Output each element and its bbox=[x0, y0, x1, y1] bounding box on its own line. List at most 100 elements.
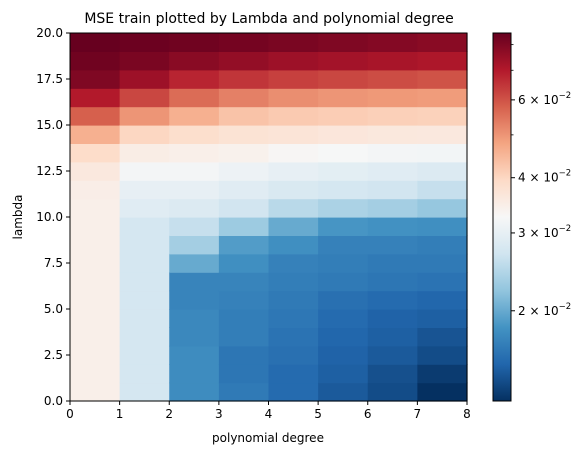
heatmap-cell bbox=[218, 198, 270, 218]
heatmap-cell bbox=[318, 309, 369, 328]
heatmap-cell bbox=[218, 309, 270, 328]
heatmap-cell bbox=[367, 180, 418, 200]
heatmap-cell bbox=[367, 161, 418, 181]
heatmap-cell bbox=[218, 345, 270, 365]
heatmap-cell bbox=[268, 382, 319, 402]
heatmap-cell bbox=[268, 235, 319, 255]
heatmap-cell bbox=[119, 253, 170, 273]
heatmap-cell bbox=[119, 327, 170, 347]
y-axis-label: lambda bbox=[11, 195, 25, 240]
x-tick-label: 2 bbox=[165, 407, 173, 421]
heatmap-cell bbox=[318, 161, 369, 181]
heatmap-cell bbox=[417, 235, 468, 255]
heatmap-cell bbox=[70, 161, 121, 181]
heatmap-cell bbox=[417, 327, 468, 347]
heatmap-cell bbox=[367, 290, 418, 310]
heatmap-cell bbox=[268, 217, 319, 236]
x-tick-label: 8 bbox=[463, 407, 471, 421]
heatmap-cell bbox=[268, 272, 319, 292]
heatmap-cell bbox=[218, 106, 270, 126]
heatmap-cell bbox=[268, 198, 319, 218]
heatmap-cell bbox=[70, 345, 121, 365]
heatmap-cell bbox=[268, 180, 319, 200]
heatmap-cell bbox=[169, 125, 220, 144]
heatmap-cell bbox=[70, 33, 121, 52]
heatmap-cell bbox=[268, 253, 319, 273]
heatmap-cell bbox=[169, 161, 220, 181]
heatmap-cell bbox=[417, 217, 468, 236]
heatmap-cell bbox=[268, 33, 319, 52]
y-tick-label: 17.5 bbox=[36, 72, 63, 86]
colorbar-tick-label: 6 × 10−2 bbox=[518, 91, 571, 107]
colorbar-tick-label: 2 × 10−2 bbox=[518, 302, 571, 318]
x-tick-label: 7 bbox=[414, 407, 422, 421]
heatmap-cell bbox=[268, 143, 319, 163]
heatmap-cell bbox=[417, 309, 468, 328]
heatmap-cell bbox=[169, 143, 220, 163]
heatmap-cell bbox=[268, 290, 319, 310]
heatmap-cell bbox=[70, 88, 121, 108]
heatmap-cell bbox=[169, 88, 220, 108]
heatmap-cell bbox=[119, 198, 170, 218]
heatmap-cell bbox=[318, 290, 369, 310]
heatmap-cell bbox=[367, 327, 418, 347]
heatmap-cell bbox=[119, 106, 170, 126]
heatmap-cell bbox=[169, 272, 220, 292]
heatmap-cell bbox=[169, 382, 220, 402]
heatmap-cell bbox=[417, 382, 468, 402]
heatmap-cell bbox=[70, 235, 121, 255]
heatmap-cell bbox=[318, 345, 369, 365]
heatmap-cell bbox=[367, 345, 418, 365]
colorbar-ticks: 2 × 10−2 3 × 10−2 4 × 10−2 6 × 10−2 bbox=[511, 44, 571, 318]
heatmap-cell bbox=[169, 198, 220, 218]
heatmap-cell bbox=[417, 253, 468, 273]
heatmap-cell bbox=[218, 33, 270, 52]
heatmap-cell bbox=[367, 33, 418, 52]
heatmap-cell bbox=[367, 382, 418, 402]
heatmap-cell bbox=[318, 253, 369, 273]
heatmap-cell bbox=[218, 253, 270, 273]
heatmap-cell bbox=[318, 180, 369, 200]
heatmap-cell bbox=[367, 198, 418, 218]
heatmap-cell bbox=[417, 88, 468, 108]
heatmap-cell bbox=[318, 382, 369, 402]
heatmap-cell bbox=[70, 69, 121, 89]
heatmap-cell bbox=[318, 69, 369, 89]
heatmap-cell bbox=[318, 198, 369, 218]
colorbar-tick-label: 3 × 10−2 bbox=[518, 224, 571, 240]
heatmap-cell bbox=[70, 125, 121, 144]
heatmap-cell bbox=[218, 364, 270, 384]
x-axis-label: polynomial degree bbox=[212, 431, 324, 445]
heatmap-cell bbox=[268, 88, 319, 108]
heatmap-cell bbox=[318, 88, 369, 108]
heatmap-cell bbox=[70, 309, 121, 328]
heatmap-cell bbox=[417, 143, 468, 163]
heatmap-cell bbox=[119, 382, 170, 402]
heatmap-cell bbox=[218, 161, 270, 181]
heatmap-cell bbox=[169, 33, 220, 52]
heatmap-cell bbox=[268, 327, 319, 347]
y-axis-ticks: 0.0 2.5 5.0 7.5 10.0 12.5 15.0 17.5 20.0 bbox=[36, 26, 70, 408]
heatmap-cell bbox=[70, 290, 121, 310]
heatmap-cell bbox=[367, 106, 418, 126]
heatmap-cell bbox=[169, 217, 220, 236]
heatmap-cell bbox=[318, 143, 369, 163]
heatmap-cell bbox=[318, 327, 369, 347]
heatmap-cell bbox=[119, 125, 170, 144]
heatmap-cell bbox=[318, 217, 369, 236]
heatmap-cell bbox=[417, 180, 468, 200]
heatmap-cell bbox=[318, 33, 369, 52]
heatmap-cell bbox=[417, 125, 468, 144]
heatmap-cell bbox=[218, 51, 270, 71]
heatmap-cell bbox=[218, 180, 270, 200]
heatmap-cell bbox=[70, 382, 121, 402]
heatmap-cell bbox=[367, 217, 418, 236]
heatmap-cell bbox=[367, 253, 418, 273]
x-tick-label: 3 bbox=[215, 407, 223, 421]
heatmap-cell bbox=[417, 51, 468, 71]
heatmap-cell bbox=[218, 69, 270, 89]
heatmap-cell bbox=[218, 327, 270, 347]
heatmap-cell bbox=[169, 364, 220, 384]
heatmap-cell bbox=[268, 106, 319, 126]
